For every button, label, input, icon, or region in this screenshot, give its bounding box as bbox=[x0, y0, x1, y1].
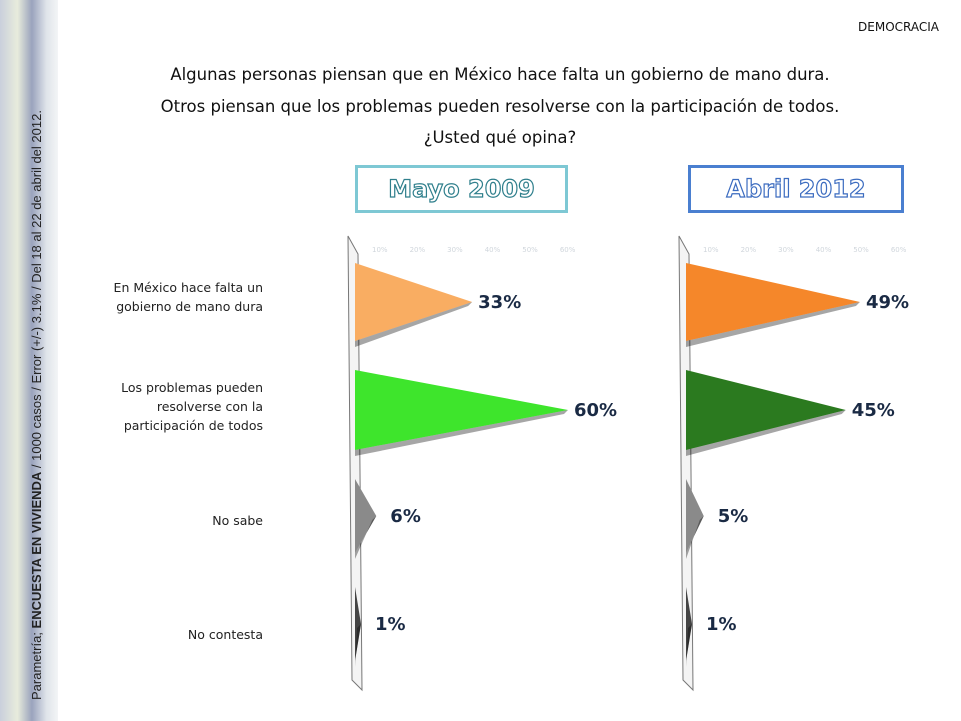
data-label: 33% bbox=[478, 292, 522, 313]
axis-tick-label: 40% bbox=[815, 246, 832, 254]
axis-tick-label: 60% bbox=[890, 246, 907, 254]
bar-2 bbox=[686, 479, 704, 553]
bar-0 bbox=[686, 263, 860, 341]
data-label: 1% bbox=[375, 614, 406, 635]
data-label: 6% bbox=[390, 506, 421, 527]
data-label: 5% bbox=[717, 506, 749, 527]
axis-tick-label: 20% bbox=[409, 246, 426, 254]
axis-tick-label: 20% bbox=[740, 246, 757, 254]
bar-3 bbox=[355, 587, 361, 661]
bar-shadow-3 bbox=[686, 624, 692, 667]
bar-shadow-0 bbox=[355, 302, 473, 347]
section-label: DEMOCRACIA bbox=[858, 20, 939, 34]
question-line-2: Otros piensan que los problemas pueden r… bbox=[160, 97, 840, 116]
data-label: 1% bbox=[706, 614, 737, 635]
axis-plate bbox=[347, 235, 363, 692]
axis-plate bbox=[678, 235, 694, 692]
data-label: 60% bbox=[574, 400, 618, 421]
data-label: 49% bbox=[865, 292, 910, 313]
bar-shadow-1 bbox=[355, 410, 568, 456]
chart-title-2009: Mayo 2009 bbox=[355, 165, 568, 213]
bar-1 bbox=[355, 370, 568, 450]
chart-title-2012: Abril 2012 bbox=[688, 165, 904, 213]
data-label: 45% bbox=[851, 400, 895, 421]
axis-tick-label: 10% bbox=[703, 246, 719, 254]
axis-tick-label: 10% bbox=[372, 246, 388, 254]
axis-ticks-2009: 10% 20% 30% 40% 50% 60% bbox=[372, 246, 597, 254]
row-label-no-sabe: No sabe bbox=[212, 513, 263, 528]
bar-shadow-1 bbox=[686, 410, 846, 456]
axis-tick-label: 60% bbox=[559, 246, 576, 254]
bar-shadow-3 bbox=[355, 624, 361, 667]
row-label-participacion: Los problemas pueden resolverse con la par… bbox=[121, 380, 263, 433]
question-line-1: Algunas personas piensan que en México h… bbox=[170, 65, 830, 84]
sidebar-decoration bbox=[0, 0, 58, 721]
axis-tick-label: 50% bbox=[853, 246, 869, 254]
bar-2 bbox=[355, 479, 377, 553]
bar-3 bbox=[686, 587, 692, 661]
bar-0 bbox=[355, 263, 473, 341]
question-line-3: ¿Usted qué opina? bbox=[423, 128, 577, 147]
bar-shadow-0 bbox=[686, 302, 860, 347]
row-label-mano-dura: En México hace falta un gobierno de mano … bbox=[113, 280, 263, 314]
axis-ticks-2012: 10% 20% 30% 40% 50% 60% bbox=[703, 246, 928, 254]
bar-1 bbox=[686, 370, 846, 450]
row-label-no-contesta: No contesta bbox=[187, 627, 263, 642]
axis-tick-label: 30% bbox=[778, 246, 794, 254]
axis-tick-label: 30% bbox=[447, 246, 463, 254]
axis-tick-label: 50% bbox=[522, 246, 538, 254]
axis-tick-label: 40% bbox=[484, 246, 501, 254]
